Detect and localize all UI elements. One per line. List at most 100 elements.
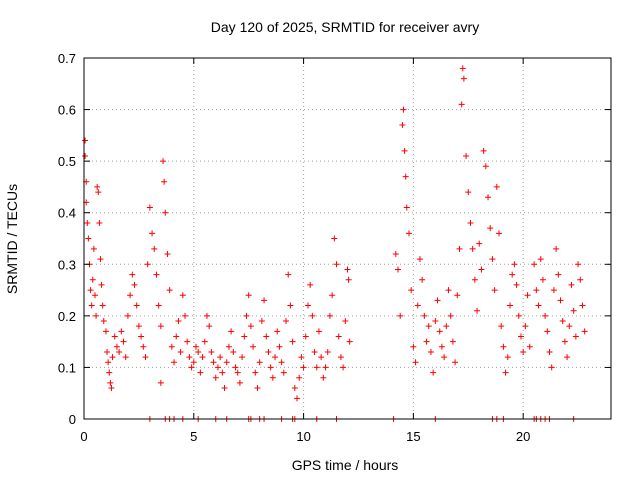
data-point	[142, 354, 149, 361]
data-point	[188, 364, 195, 371]
data-point	[104, 348, 111, 355]
data-point	[140, 343, 147, 350]
data-point	[458, 101, 465, 108]
data-point	[546, 348, 553, 355]
data-point	[533, 287, 540, 294]
data-point	[522, 323, 529, 330]
data-point	[97, 256, 104, 263]
data-point	[192, 343, 199, 350]
y-tick-label: 0.1	[58, 360, 76, 375]
data-point	[131, 281, 138, 288]
data-point	[108, 385, 115, 392]
data-point	[337, 354, 344, 361]
data-point	[493, 183, 500, 190]
data-point	[471, 276, 478, 283]
data-point	[85, 235, 92, 242]
grid	[84, 58, 611, 419]
data-point	[197, 369, 204, 376]
data-point	[171, 359, 178, 366]
data-point	[340, 364, 347, 371]
data-point	[278, 359, 285, 366]
data-point	[186, 354, 193, 361]
data-point	[208, 348, 215, 355]
data-point	[214, 364, 221, 371]
data-point	[210, 359, 217, 366]
data-point	[157, 379, 164, 386]
data-point	[500, 343, 507, 350]
data-point	[324, 348, 331, 355]
data-point	[256, 359, 263, 366]
data-point	[99, 302, 106, 309]
data-point	[577, 276, 584, 283]
data-point	[228, 328, 235, 335]
data-point	[405, 230, 412, 237]
data-point	[345, 276, 352, 283]
axis-ticks	[83, 57, 611, 420]
data-point	[175, 318, 182, 325]
data-point	[153, 271, 160, 278]
data-point	[252, 369, 259, 376]
data-point	[267, 364, 274, 371]
data-point	[412, 359, 419, 366]
data-point	[452, 359, 459, 366]
data-point	[127, 292, 134, 299]
data-point	[160, 158, 167, 165]
data-point	[102, 328, 109, 335]
data-point	[107, 379, 114, 386]
y-tick-label: 0.3	[58, 257, 76, 272]
data-point	[155, 302, 162, 309]
data-point	[230, 348, 237, 355]
data-point	[84, 220, 91, 227]
data-point	[225, 343, 232, 350]
data-point	[342, 318, 349, 325]
y-tick-label: 0.5	[58, 154, 76, 169]
data-point	[161, 178, 168, 185]
data-point	[487, 225, 494, 232]
data-point	[212, 374, 219, 381]
x-tick-label: 5	[190, 429, 197, 444]
data-point	[427, 348, 434, 355]
data-point	[509, 271, 516, 278]
y-axis-label: SRMTID / TECUs	[4, 184, 20, 294]
data-point	[179, 292, 186, 299]
data-point	[344, 266, 351, 273]
data-point	[113, 343, 120, 350]
data-point	[157, 323, 164, 330]
data-point	[100, 318, 107, 325]
data-point	[168, 343, 175, 350]
data-point	[243, 312, 250, 319]
data-point	[575, 261, 582, 268]
data-point	[544, 328, 551, 335]
data-point	[498, 323, 505, 330]
data-point	[537, 256, 544, 263]
data-point	[206, 323, 213, 330]
data-point	[542, 312, 549, 319]
data-point	[548, 364, 555, 371]
data-point	[557, 297, 564, 304]
data-point	[320, 374, 327, 381]
data-point	[419, 276, 426, 283]
data-point	[89, 276, 96, 283]
data-point	[254, 385, 261, 392]
data-point	[423, 338, 430, 345]
data-point	[307, 281, 314, 288]
data-point	[443, 323, 450, 330]
x-tick-label: 10	[296, 429, 310, 444]
x-axis-label: GPS time / hours	[292, 457, 399, 473]
data-point	[263, 333, 270, 340]
data-point	[469, 245, 476, 252]
data-point	[269, 374, 276, 381]
data-point	[258, 318, 265, 325]
data-point	[261, 297, 268, 304]
data-point	[162, 209, 169, 216]
y-tick-label: 0.6	[58, 103, 76, 118]
data-point	[400, 106, 407, 113]
data-point	[456, 245, 463, 252]
data-point	[430, 369, 437, 376]
data-point	[513, 281, 520, 288]
data-point	[94, 183, 101, 190]
data-point	[201, 338, 208, 345]
data-point	[408, 287, 415, 294]
data-point	[318, 354, 325, 361]
data-point	[447, 312, 454, 319]
